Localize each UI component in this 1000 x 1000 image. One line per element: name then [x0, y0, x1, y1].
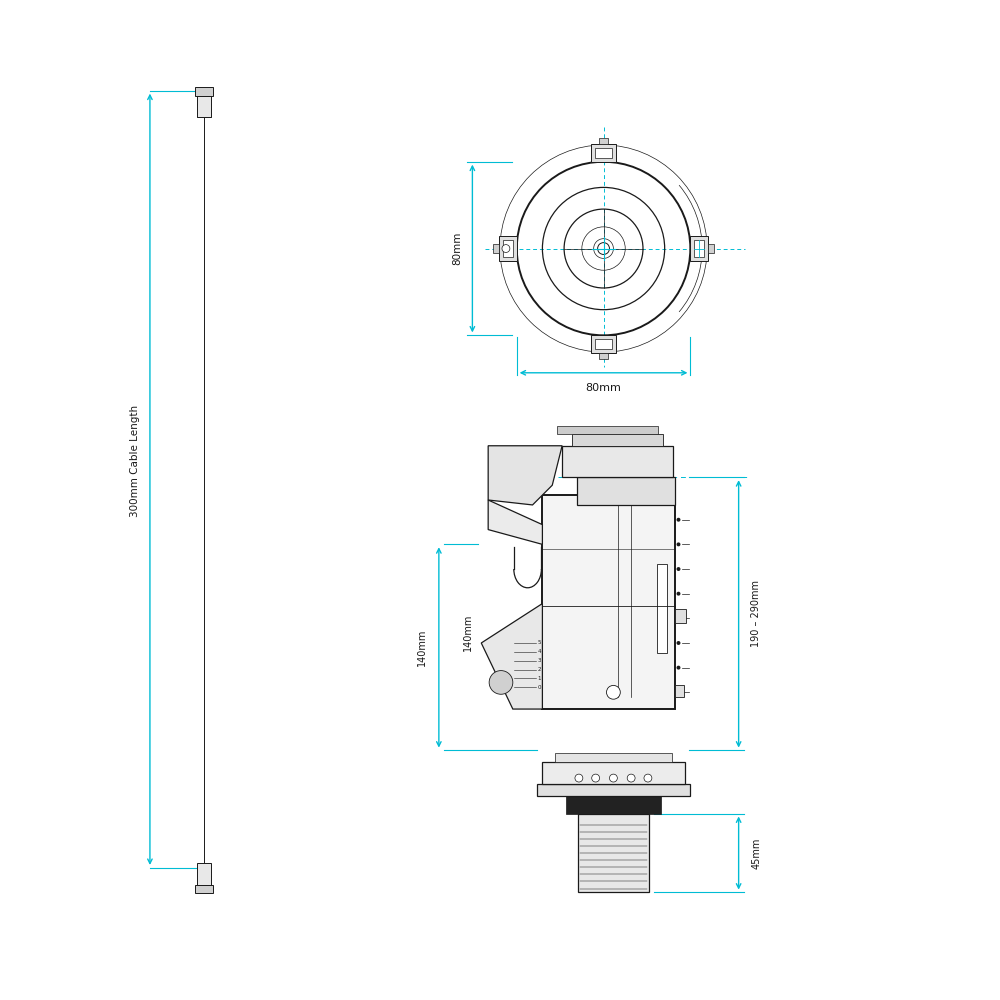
Bar	[599, 353, 608, 359]
Bar	[578, 814, 649, 892]
Bar	[591, 144, 616, 162]
Bar	[555, 753, 672, 762]
Text: 300mm Cable Length: 300mm Cable Length	[130, 404, 140, 517]
Bar	[566, 796, 661, 814]
Circle shape	[502, 245, 510, 252]
Bar	[537, 784, 690, 796]
Bar	[675, 685, 684, 697]
Circle shape	[592, 774, 600, 782]
Circle shape	[489, 671, 513, 694]
Circle shape	[627, 774, 635, 782]
Circle shape	[644, 774, 652, 782]
Bar	[562, 446, 673, 477]
Bar	[657, 564, 667, 653]
Bar	[197, 96, 211, 117]
Bar	[542, 762, 685, 784]
Circle shape	[677, 592, 680, 596]
Circle shape	[598, 243, 609, 254]
Circle shape	[677, 641, 680, 645]
Circle shape	[677, 690, 680, 694]
Bar	[694, 240, 704, 257]
Circle shape	[677, 616, 680, 620]
Polygon shape	[481, 604, 542, 709]
Text: 140mm: 140mm	[463, 614, 473, 651]
Bar	[542, 495, 675, 709]
Polygon shape	[488, 500, 542, 544]
Bar	[690, 236, 708, 261]
Circle shape	[575, 774, 583, 782]
Bar	[493, 244, 499, 253]
Text: 3: 3	[537, 658, 541, 663]
Circle shape	[609, 774, 617, 782]
Text: 1: 1	[537, 676, 541, 681]
Bar	[197, 863, 211, 885]
Text: 0: 0	[537, 685, 541, 690]
Bar	[595, 339, 612, 349]
Bar	[577, 477, 675, 505]
Bar	[572, 434, 663, 446]
Text: 80mm: 80mm	[453, 232, 463, 265]
Circle shape	[606, 685, 620, 699]
Text: 80mm: 80mm	[586, 383, 621, 393]
Bar	[499, 236, 517, 261]
Bar	[503, 240, 513, 257]
Bar	[195, 87, 213, 96]
Bar	[675, 609, 686, 623]
Text: 4: 4	[537, 649, 541, 654]
Bar	[591, 335, 616, 353]
Bar	[708, 244, 714, 253]
Text: 5: 5	[537, 640, 541, 645]
Text: 190 – 290mm: 190 – 290mm	[751, 580, 761, 647]
Text: 45mm: 45mm	[751, 837, 761, 869]
Bar	[195, 885, 213, 893]
Circle shape	[677, 518, 680, 522]
Bar	[599, 138, 608, 144]
Circle shape	[677, 567, 680, 571]
Bar	[557, 426, 658, 434]
Text: 2: 2	[537, 667, 541, 672]
Text: 140mm: 140mm	[417, 629, 427, 666]
Circle shape	[677, 542, 680, 546]
Bar	[595, 148, 612, 158]
Circle shape	[677, 666, 680, 670]
Polygon shape	[488, 446, 562, 505]
